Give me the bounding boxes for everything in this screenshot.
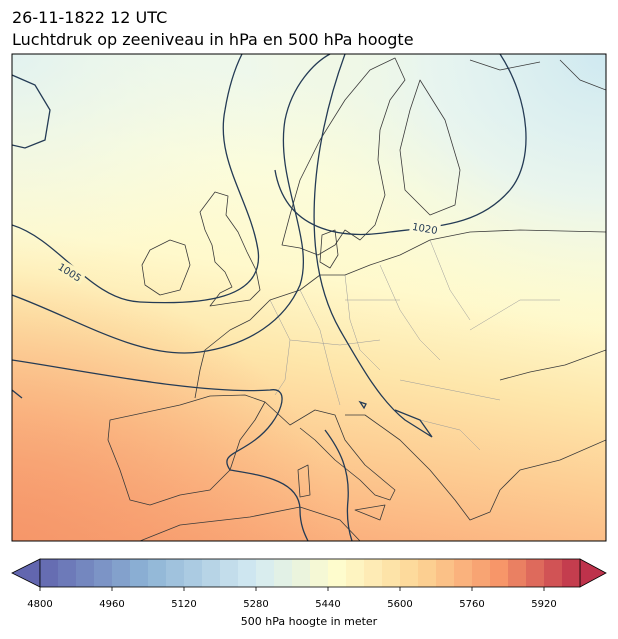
colorbar-bin (418, 559, 437, 587)
colorbar-bin (346, 559, 365, 587)
colorbar-bin (274, 559, 293, 587)
borders (269, 239, 560, 451)
map-frame (11, 53, 607, 542)
colorbar-tick-label: 5440 (315, 599, 340, 610)
isobar-label-bg (54, 258, 87, 286)
map-area: 1005 1020 (12, 54, 606, 541)
colorbar-bin (364, 559, 383, 587)
isobars (12, 54, 527, 541)
colorbar-bin (112, 559, 131, 587)
colorbar-bin (130, 559, 149, 587)
colorbar-bin (400, 559, 419, 587)
colorbar-tick-label: 4960 (99, 599, 124, 610)
colorbar-bin (328, 559, 347, 587)
colorbar-extend-low (11, 558, 41, 588)
colorbar-bin (436, 559, 455, 587)
colorbar-bin (292, 559, 311, 587)
colorbar-bin (526, 559, 545, 587)
isobar-label: 1005 (55, 262, 82, 285)
title-line: Luchtdruk op zeeniveau in hPa en 500 hPa… (12, 30, 414, 49)
height-field (12, 54, 606, 541)
colorbar-bin (166, 559, 185, 587)
colorbar-tick-label: 5120 (171, 599, 196, 610)
height-field (12, 54, 606, 541)
colorbar-bin (94, 559, 113, 587)
title-line: 26-11-1822 12 UTC (12, 8, 168, 27)
isobar-label: 1020 (411, 222, 438, 237)
colorbar-bin (202, 559, 221, 587)
colorbar-bin (508, 559, 527, 587)
colorbar-bin (40, 559, 59, 587)
colorbar-tick-label: 5600 (387, 599, 412, 610)
colorbar-label: 500 hPa hoogte in meter (241, 615, 378, 628)
colorbar-tick-label: 5760 (459, 599, 484, 610)
colorbar-tick-label: 5920 (531, 599, 556, 610)
colorbar-bin (382, 559, 401, 587)
colorbar-bin (544, 559, 563, 587)
colorbar-bin (58, 559, 77, 587)
colorbar-extend-high (579, 558, 607, 588)
height-field (12, 54, 606, 541)
colorbar-bin (490, 559, 509, 587)
colorbar-frame (39, 558, 581, 588)
colorbar-tick-label: 5280 (243, 599, 268, 610)
colorbar-tick-label: 4800 (27, 599, 52, 610)
isobar-label-bg (409, 218, 441, 237)
colorbar-bin (562, 559, 581, 587)
colorbar-bin (76, 559, 95, 587)
colorbar-bin (454, 559, 473, 587)
colorbar-bin (256, 559, 275, 587)
colorbar-bin (472, 559, 491, 587)
height-field (12, 54, 606, 541)
colorbar: 4800 4960 5120 5280 5440 5600 5760 5920 500 hPa … (11, 558, 607, 628)
colorbar-bin (220, 559, 239, 587)
colorbar-bin (184, 559, 203, 587)
colorbar-bin (238, 559, 257, 587)
coastlines (107, 57, 606, 541)
colorbar-bin (310, 559, 329, 587)
colorbar-bin (148, 559, 167, 587)
